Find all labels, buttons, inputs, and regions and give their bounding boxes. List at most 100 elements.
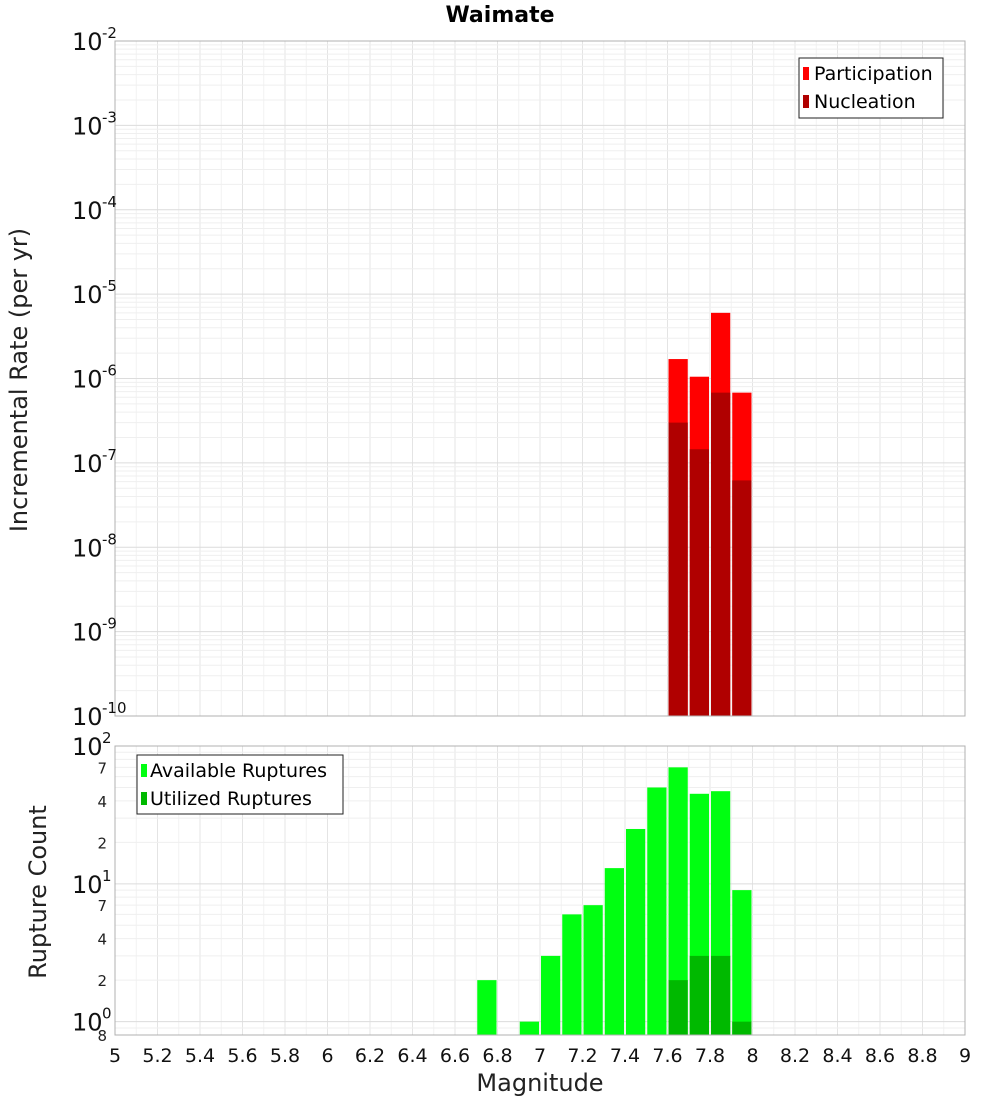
top-plot-frame <box>114 40 966 717</box>
bottom-y-minor-tick-label: 7 <box>97 897 107 915</box>
bar-available-ruptures <box>626 828 646 1035</box>
x-tick-label: 6.2 <box>355 1045 385 1067</box>
legend-label-utilized: Utilized Ruptures <box>150 788 312 810</box>
x-tick-label: 6 <box>321 1045 333 1067</box>
top-y-tick-exponent: -5 <box>102 277 117 295</box>
bar-nucleation <box>689 449 709 716</box>
bar-nucleation <box>732 480 752 716</box>
bar-utilized-ruptures <box>711 955 731 1035</box>
top-legend: Participation Nucleation <box>798 57 944 119</box>
top-y-tick-label: 10 -5 <box>72 277 117 309</box>
x-tick-label: 7.2 <box>567 1045 597 1067</box>
x-tick-label: 5.2 <box>142 1045 172 1067</box>
legend-swatch-participation <box>803 67 809 80</box>
top-y-axis-label: Incremental Rate (per yr) <box>5 228 33 532</box>
x-ticks: 5 5.2 5.4 5.6 5.8 6 6.2 6.4 6.6 6.8 7 7.2 7.4 7.6 7.8 8… <box>109 1045 971 1067</box>
top-y-tick-base: 10 <box>72 28 103 56</box>
x-tick-label: 6.8 <box>482 1045 512 1067</box>
top-y-tick-base: 10 <box>72 112 103 140</box>
x-tick-label: 8.2 <box>780 1045 810 1067</box>
x-tick-label: 7 <box>534 1045 546 1067</box>
bottom-y-tick-exponent: 2 <box>102 729 112 747</box>
legend-label-participation: Participation <box>814 63 933 85</box>
bar-utilized-ruptures <box>732 1021 752 1035</box>
top-y-tick-exponent: -4 <box>102 193 117 211</box>
x-axis-label: Magnitude <box>476 1069 603 1097</box>
x-tick-label: 7.6 <box>652 1045 682 1067</box>
bottom-y-tick-base: 10 <box>72 733 103 761</box>
top-y-tick-label: 10 -6 <box>72 362 117 394</box>
x-tick-label: 7.4 <box>610 1045 640 1067</box>
top-y-tick-exponent: -9 <box>102 615 117 633</box>
legend-swatch-utilized <box>141 792 147 805</box>
bar-nucleation <box>668 422 688 716</box>
top-y-tick-base: 10 <box>72 366 103 394</box>
bar-available-ruptures <box>647 787 667 1035</box>
top-grid <box>114 41 966 717</box>
bottom-plot-frame <box>114 745 966 1036</box>
top-y-tick-exponent: -3 <box>102 108 117 126</box>
bottom-y-tick-label: 10 2 <box>72 729 112 761</box>
bar-utilized-ruptures <box>668 980 688 1035</box>
bottom-y-minor-tick-label: 2 <box>97 834 107 852</box>
x-tick-label: 8.6 <box>865 1045 895 1067</box>
bar-utilized-ruptures <box>689 955 709 1035</box>
top-y-tick-label: 10 -2 <box>72 24 117 56</box>
x-tick-label: 5 <box>109 1045 121 1067</box>
top-y-tick-exponent: -8 <box>102 530 117 548</box>
top-y-tick-label: 10 -10 <box>72 699 127 731</box>
bar-available-ruptures <box>477 980 497 1035</box>
top-y-ticks: 10-210-310-410-510-610-710-810-910-10 <box>72 24 127 731</box>
top-y-tick-exponent: -10 <box>102 699 127 717</box>
top-bars <box>668 312 752 716</box>
bottom-y-tick-exponent: 1 <box>102 867 112 885</box>
top-y-tick-base: 10 <box>72 534 103 562</box>
bottom-y-minor-tick-label: 2 <box>97 972 107 990</box>
bar-available-ruptures <box>583 905 603 1035</box>
x-tick-label: 8 <box>746 1045 758 1067</box>
top-y-tick-exponent: -2 <box>102 24 117 42</box>
bottom-y-minor-tick-label: 8 <box>97 1027 107 1045</box>
top-y-tick-label: 10 -4 <box>72 193 117 225</box>
bottom-y-tick-label: 10 0 <box>72 1005 112 1037</box>
bottom-legend: Available Ruptures Utilized Ruptures <box>136 754 344 815</box>
bottom-y-tick-base: 10 <box>72 871 103 899</box>
x-tick-label: 9 <box>959 1045 971 1067</box>
x-tick-label: 6.4 <box>397 1045 427 1067</box>
bar-available-ruptures <box>562 914 582 1035</box>
top-y-tick-label: 10 -3 <box>72 108 117 140</box>
bar-nucleation <box>711 392 731 716</box>
x-tick-label: 5.4 <box>185 1045 215 1067</box>
x-tick-label: 8.4 <box>822 1045 852 1067</box>
top-y-tick-label: 10 -9 <box>72 615 117 647</box>
top-y-tick-exponent: -6 <box>102 362 117 380</box>
legend-swatch-nucleation <box>803 95 809 108</box>
top-y-tick-base: 10 <box>72 281 103 309</box>
top-legend-frame <box>798 57 944 119</box>
legend-label-nucleation: Nucleation <box>814 91 916 113</box>
top-y-tick-label: 10 -8 <box>72 530 117 562</box>
top-y-tick-base: 10 <box>72 703 103 731</box>
legend-label-available: Available Ruptures <box>150 760 327 782</box>
x-tick-label: 6.6 <box>440 1045 470 1067</box>
bottom-y-minor-tick-label: 7 <box>97 759 107 777</box>
top-y-tick-base: 10 <box>72 619 103 647</box>
x-tick-label: 7.8 <box>695 1045 725 1067</box>
bottom-y-minor-tick-label: 4 <box>97 793 107 811</box>
top-y-tick-label: 10 -7 <box>72 446 117 478</box>
bar-available-ruptures <box>732 890 752 1035</box>
top-y-tick-base: 10 <box>72 197 103 225</box>
bar-available-ruptures <box>668 767 688 1035</box>
x-tick-label: 8.8 <box>907 1045 937 1067</box>
bottom-y-tick-label: 10 1 <box>72 867 112 899</box>
top-y-tick-base: 10 <box>72 450 103 478</box>
top-y-tick-exponent: -7 <box>102 446 117 464</box>
chart-title: Waimate <box>445 3 554 28</box>
bar-available-ruptures <box>604 868 624 1035</box>
bottom-legend-frame <box>136 754 344 815</box>
bottom-y-axis-label: Rupture Count <box>24 805 52 979</box>
bar-available-ruptures <box>541 955 561 1035</box>
bottom-y-minor-tick-label: 4 <box>97 931 107 949</box>
